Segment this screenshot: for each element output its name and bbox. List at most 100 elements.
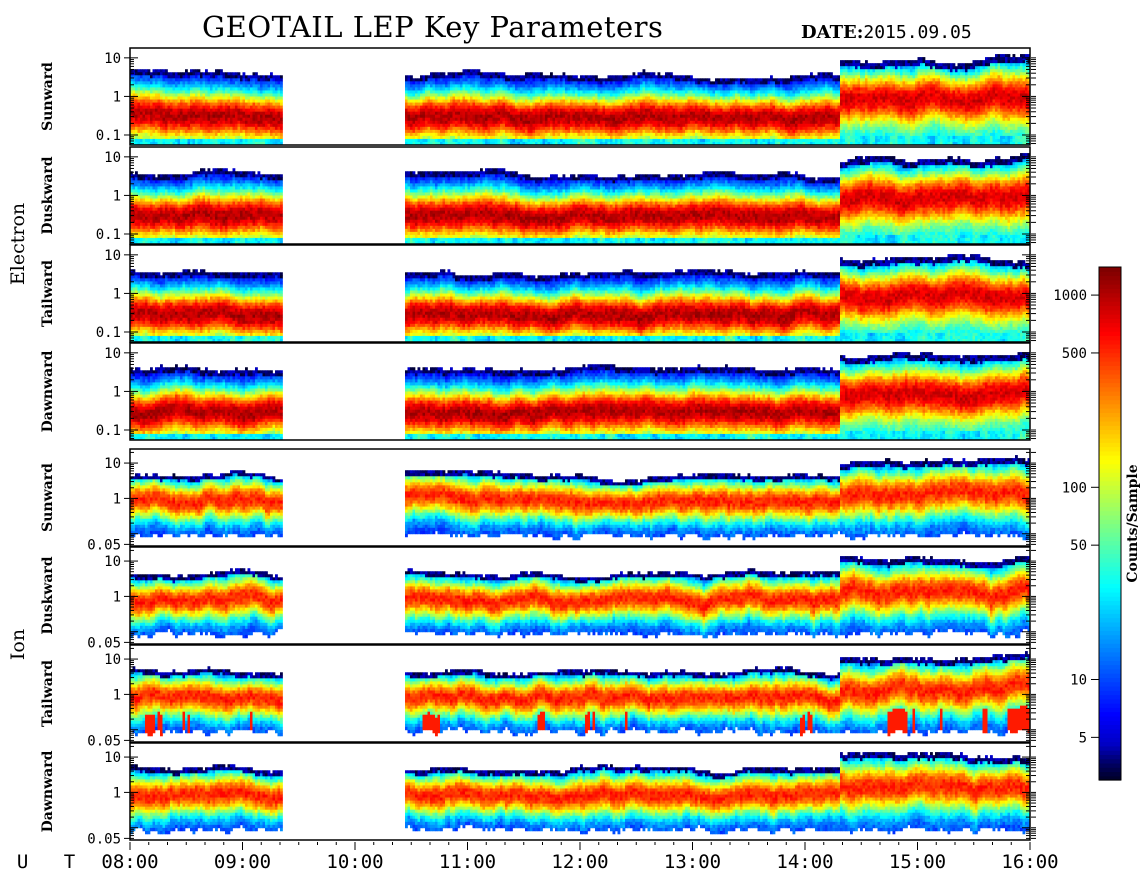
spectrogram-cell: [143, 81, 146, 84]
spectrogram-cell: [155, 97, 158, 100]
spectrogram-cell: [170, 84, 173, 87]
spectrogram-cell: [190, 121, 193, 124]
spectrogram-cell: [158, 118, 161, 121]
spectrogram-cell: [155, 87, 158, 90]
spectrogram-cell: [195, 118, 198, 121]
spectrogram-cell: [175, 100, 178, 103]
spectrogram-cell: [153, 81, 156, 84]
spectrogram-cell: [163, 84, 166, 87]
spectrogram-cell: [138, 100, 141, 103]
spectrogram-cell: [178, 124, 181, 127]
spectrogram-cell: [190, 93, 193, 96]
spectrogram-cell: [150, 100, 153, 103]
spectrogram-cell: [195, 93, 198, 96]
spectrogram-cell: [188, 133, 191, 136]
spectrogram-cell: [148, 93, 151, 96]
spectrogram-cell: [143, 103, 146, 106]
spectrogram-cell: [180, 121, 183, 124]
spectrogram-cell: [163, 139, 166, 142]
spectrogram-cell: [178, 97, 181, 100]
spectrogram-cell: [140, 81, 143, 84]
spectrogram-cell: [148, 84, 151, 87]
spectrogram-cell: [163, 90, 166, 93]
spectrogram-cell: [185, 133, 188, 136]
spectrogram-cell: [183, 97, 186, 100]
spectrogram-cell: [173, 109, 176, 112]
spectrogram-cell: [168, 127, 171, 130]
spectrogram-cell: [158, 90, 161, 93]
spectrogram-cell: [170, 136, 173, 139]
spectrogram-cell: [150, 97, 153, 100]
spectrogram-cell: [185, 100, 188, 103]
spectrogram-cell: [170, 100, 173, 103]
spectrogram-cell: [140, 124, 143, 127]
spectrogram-cell: [178, 84, 181, 87]
spectrogram-cell: [158, 130, 161, 133]
spectrogram-cell: [168, 97, 171, 100]
spectrogram-plot: 1010.1Sunward1010.1Duskward1010.1Tailwar…: [0, 0, 1142, 880]
spectrogram-cell: [188, 112, 191, 115]
spectrogram-cell: [158, 139, 161, 142]
spectrogram-cell: [188, 93, 191, 96]
spectrogram-cell: [145, 136, 148, 139]
spectrogram-cell: [193, 75, 196, 78]
spectrogram-cell: [188, 115, 191, 118]
spectrogram-cell: [138, 127, 141, 130]
spectrogram-cell: [190, 109, 193, 112]
spectrogram-cell: [160, 112, 163, 115]
spectrogram-cell: [173, 87, 176, 90]
spectrogram-cell: [173, 100, 176, 103]
spectrogram-cell: [153, 127, 156, 130]
spectrogram-cell: [148, 78, 151, 81]
spectrogram-cell: [168, 118, 171, 121]
spectrogram-cell: [180, 133, 183, 136]
spectrogram-cell: [150, 118, 153, 121]
spectrogram-cell: [143, 121, 146, 124]
spectrogram-cell: [193, 133, 196, 136]
spectrogram-cell: [160, 75, 163, 78]
spectrogram-cell: [160, 97, 163, 100]
spectrogram-cell: [135, 127, 138, 130]
spectrogram-cell: [148, 136, 151, 139]
spectrogram-cell: [173, 121, 176, 124]
spectrogram-cell: [153, 90, 156, 93]
spectrogram-cell: [153, 75, 156, 78]
spectrogram-cell: [188, 136, 191, 139]
spectrogram-cell: [140, 72, 143, 75]
spectrogram-cell: [155, 84, 158, 87]
spectrogram-cell: [175, 81, 178, 84]
spectrogram-cell: [195, 69, 198, 72]
spectrogram-cell: [145, 103, 148, 106]
spectrogram-cell: [165, 130, 168, 133]
spectrogram-cell: [148, 87, 151, 90]
spectrogram-cell: [185, 72, 188, 75]
spectrogram-cell: [138, 90, 141, 93]
spectrogram-cell: [165, 97, 168, 100]
spectrogram-cell: [140, 115, 143, 118]
spectrogram-cell: [145, 72, 148, 75]
spectrogram-cell: [165, 100, 168, 103]
spectrogram-cell: [160, 103, 163, 106]
spectrogram-cell: [135, 103, 138, 106]
spectrogram-cell: [178, 139, 181, 142]
spectrogram-cell: [185, 87, 188, 90]
spectrogram-cell: [175, 124, 178, 127]
spectrogram-cell: [165, 84, 168, 87]
spectrogram-cell: [140, 78, 143, 81]
spectrogram-cell: [180, 112, 183, 115]
spectrogram-cell: [158, 87, 161, 90]
spectrogram-cell: [158, 121, 161, 124]
spectrogram-cell: [175, 115, 178, 118]
spectrogram-cell: [140, 87, 143, 90]
spectrogram-cell: [150, 136, 153, 139]
spectrogram-cell: [138, 130, 141, 133]
spectrogram-cell: [165, 90, 168, 93]
spectrogram-cell: [163, 115, 166, 118]
spectrogram-cell: [170, 87, 173, 90]
spectrogram-cell: [173, 136, 176, 139]
spectrogram-cell: [193, 93, 196, 96]
spectrogram-cell: [150, 84, 153, 87]
spectrogram-cell: [173, 97, 176, 100]
spectrogram-cell: [175, 112, 178, 115]
spectrogram-cell: [143, 112, 146, 115]
